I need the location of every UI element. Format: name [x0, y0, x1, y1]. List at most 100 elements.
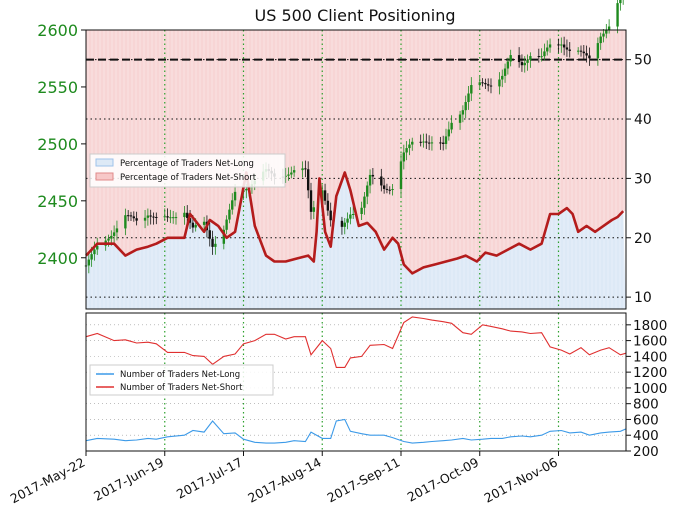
candle-body [526, 59, 529, 63]
bottom-legend-box [89, 364, 274, 396]
percent-tick-label: 40 [634, 112, 652, 128]
x-tick-label: 2017-Jul-17 [174, 454, 245, 501]
candle-body [467, 93, 470, 103]
candle-body [163, 216, 166, 218]
candle-body [146, 215, 150, 218]
candle-body [464, 102, 467, 111]
candle-body [557, 44, 560, 46]
count-tick-label: 1600 [633, 334, 667, 350]
candle-body [517, 55, 521, 63]
candle-body [124, 215, 127, 229]
candle-body [222, 229, 226, 244]
candle-body [447, 129, 451, 137]
x-tick-label: 2017-Oct-09 [405, 454, 482, 504]
candle-body [458, 114, 462, 123]
legend-swatch-net-short-pct [95, 172, 114, 181]
candle-body [90, 254, 93, 260]
candle-body [132, 216, 136, 219]
percentage-axis: 10 20 30 40 50 [626, 53, 652, 306]
candle-body [214, 243, 217, 247]
candle-body [228, 209, 231, 220]
percent-tick-label: 10 [634, 290, 652, 306]
candle-body [143, 217, 147, 221]
candle-body [425, 141, 428, 143]
candle-body [582, 51, 586, 54]
candle-body [543, 51, 546, 57]
candle-body [366, 185, 369, 197]
net-short-count-line [85, 316, 627, 368]
candle-body [284, 175, 287, 177]
candle-body [371, 174, 375, 177]
candle-body [391, 189, 394, 191]
count-tick-label: 1800 [633, 318, 667, 334]
x-tick-label: 2017-Sep-11 [324, 454, 402, 505]
candle-body [484, 82, 487, 85]
candle-body [290, 172, 293, 175]
candle-body [546, 47, 549, 52]
candle-body [427, 142, 431, 144]
candle-body [520, 62, 524, 66]
candle-body [152, 216, 155, 218]
candle-body [605, 30, 608, 34]
net-long-count-line [85, 418, 627, 444]
candle-body [312, 207, 316, 212]
candle-body [529, 56, 532, 60]
candle-body [87, 259, 91, 266]
candle-body [329, 210, 332, 221]
candle-body [486, 84, 490, 86]
candle-body [112, 232, 116, 236]
candle-body [439, 142, 442, 144]
candle-body [382, 185, 386, 189]
candle-body [380, 176, 383, 186]
count-tick-label: 200 [633, 444, 659, 460]
candle-body [202, 221, 206, 225]
candle-body [537, 56, 541, 58]
candle-body [304, 168, 307, 170]
candle-body [565, 47, 569, 50]
candle-body [616, 3, 619, 27]
candle-body [489, 85, 493, 87]
percent-tick-label: 30 [634, 171, 652, 187]
candle-body [323, 190, 327, 201]
candle-body [498, 79, 501, 87]
count-tick-label: 800 [633, 397, 659, 413]
price-tick-label: 2500 [37, 135, 78, 154]
candle-body [174, 217, 178, 219]
candle-body [360, 207, 363, 215]
legend-label-net-long-pct: Percentage of Traders Net-Long [120, 159, 254, 169]
net-short-percentage-line [85, 171, 625, 275]
candle-body [596, 43, 600, 59]
candle-body [411, 141, 414, 145]
legend-label-net-short-pct: Percentage of Traders Net-Short [120, 173, 257, 183]
x-tick-label: 2017-Jun-19 [91, 454, 166, 503]
price-tick-label: 2400 [37, 249, 78, 268]
top-panel-frame [85, 29, 627, 310]
candle-body [287, 174, 290, 176]
candle-body [548, 44, 552, 48]
candle-body [599, 36, 602, 44]
candle-body [169, 217, 172, 219]
candle-body [166, 216, 169, 218]
candle-body [405, 148, 408, 153]
candle-body [588, 55, 591, 59]
x-axis: 2017-May-22 2017-Jun-19 2017-Jul-17 2017-Au… [8, 451, 560, 506]
candle-body [96, 245, 99, 250]
candle-body [171, 217, 175, 219]
candle-body [363, 196, 366, 208]
candle-body [501, 75, 504, 80]
count-tick-label: 1200 [633, 365, 667, 381]
candle-body [309, 190, 313, 212]
candle-body [368, 174, 372, 186]
candle-body [579, 50, 583, 52]
candle-body [326, 200, 330, 211]
percent-tick-label: 20 [634, 231, 652, 247]
candle-body [211, 238, 214, 247]
candle-body [602, 33, 605, 37]
bottom-legend: Number of Traders Net-Long Number of Tra… [89, 364, 274, 396]
candle-body [560, 44, 563, 46]
x-tick-label: 2017-May-22 [8, 454, 88, 506]
price-tick-label: 2550 [37, 78, 78, 97]
count-tick-label: 1000 [633, 381, 667, 397]
candle-body [191, 222, 195, 228]
